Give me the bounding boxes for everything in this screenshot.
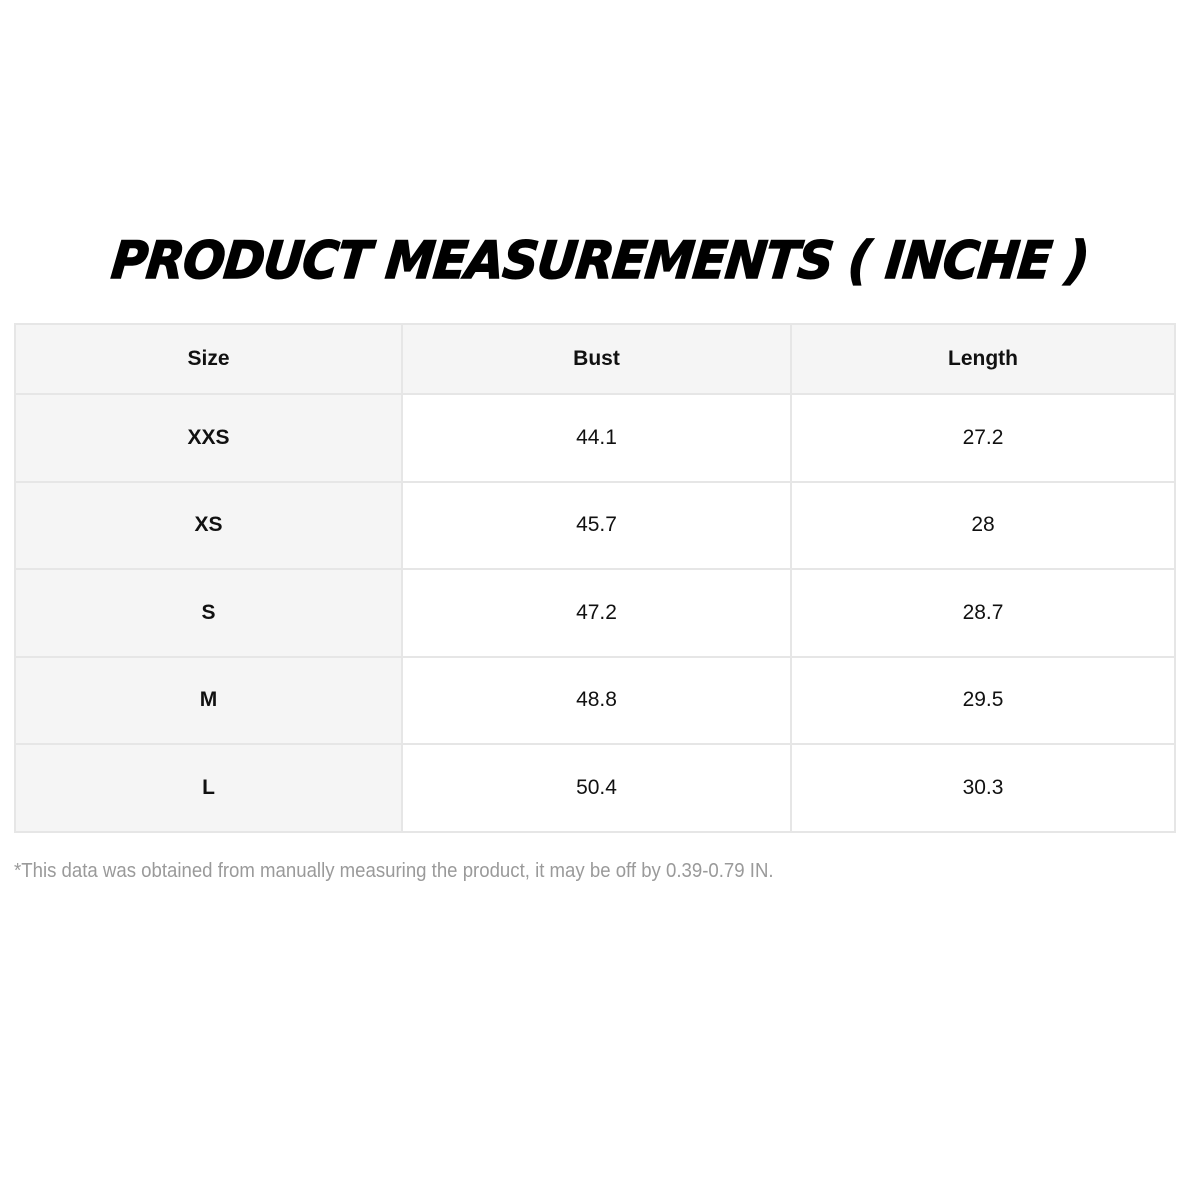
cell-size: M [14, 655, 403, 745]
measurements-table: Size Bust Length XXS 44.1 27.2 XS 45.7 2… [14, 323, 1176, 833]
cell-bust: 50.4 [401, 743, 792, 833]
cell-size: L [14, 743, 403, 833]
table-row: M 48.8 29.5 [14, 655, 1176, 745]
cell-bust: 48.8 [401, 655, 792, 745]
cell-size: XS [14, 480, 403, 570]
measurement-disclaimer: *This data was obtained from manually me… [14, 860, 774, 882]
cell-size: S [14, 568, 403, 658]
table-header-row: Size Bust Length [14, 323, 1176, 395]
cell-bust: 45.7 [401, 480, 792, 570]
header-length: Length [790, 323, 1176, 395]
header-bust: Bust [401, 323, 792, 395]
cell-length: 29.5 [790, 655, 1176, 745]
cell-bust: 47.2 [401, 568, 792, 658]
table-row: L 50.4 30.3 [14, 743, 1176, 833]
table-row: XXS 44.1 27.2 [14, 393, 1176, 483]
cell-length: 28.7 [790, 568, 1176, 658]
cell-length: 28 [790, 480, 1176, 570]
page-title: PRODUCT MEASUREMENTS ( INCHE ) [108, 230, 1092, 291]
table-row: S 47.2 28.7 [14, 568, 1176, 658]
cell-length: 30.3 [790, 743, 1176, 833]
cell-size: XXS [14, 393, 403, 483]
header-size: Size [14, 323, 403, 395]
cell-bust: 44.1 [401, 393, 792, 483]
cell-length: 27.2 [790, 393, 1176, 483]
table-row: XS 45.7 28 [14, 480, 1176, 570]
